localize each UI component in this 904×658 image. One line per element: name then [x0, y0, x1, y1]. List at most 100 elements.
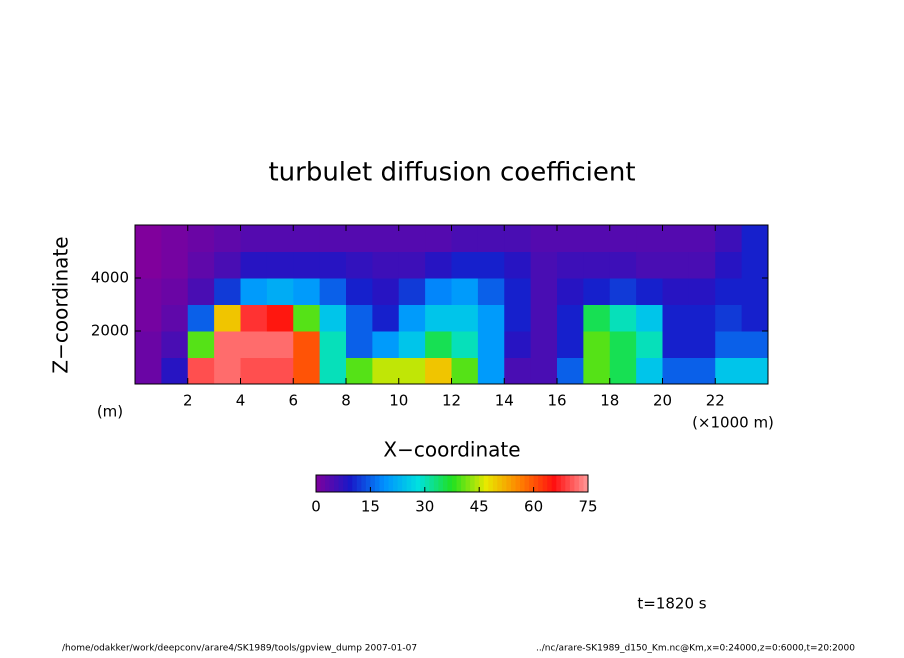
heat-cell	[662, 304, 690, 332]
chart-title: turbulet diffusion coefficient	[268, 158, 635, 188]
x-axis-label: X−coordinate	[383, 438, 520, 462]
colorbar-band	[343, 475, 349, 492]
heat-cell	[319, 331, 347, 358]
colorbar-band	[365, 475, 371, 492]
heat-cell	[715, 225, 743, 252]
colorbar-band	[442, 475, 448, 492]
heat-cell	[530, 357, 558, 385]
heat-cell	[266, 357, 294, 385]
heat-cell	[715, 304, 743, 332]
heat-cell	[477, 357, 505, 385]
heat-cell	[715, 251, 743, 279]
heat-cell	[319, 225, 347, 252]
colorbar-band	[420, 475, 426, 492]
x-tick-label: 2	[183, 392, 193, 410]
heat-cell	[266, 225, 294, 252]
heat-cell	[187, 357, 215, 385]
colorbar-frame	[315, 474, 589, 493]
heat-cell	[425, 357, 452, 385]
colorbar-tick-label: 15	[361, 498, 380, 516]
colorbar-band	[461, 475, 467, 492]
x-tick-label: 8	[341, 392, 351, 410]
heat-cell	[266, 304, 294, 332]
colorbar-tick-label: 0	[311, 498, 321, 516]
heat-cell	[372, 251, 400, 279]
heat-cell	[530, 251, 558, 279]
heat-cell	[187, 278, 215, 305]
x-tick-label: 18	[600, 392, 619, 410]
y-unit: (m)	[97, 403, 123, 421]
heat-cell	[504, 251, 532, 279]
colorbar-band	[325, 475, 331, 492]
heat-cell	[504, 304, 532, 332]
heat-cell	[135, 278, 162, 305]
heat-cell	[636, 304, 663, 332]
heat-cell	[372, 331, 400, 358]
heat-cell	[135, 251, 162, 279]
heat-cell	[688, 331, 716, 358]
heat-cell	[741, 304, 769, 332]
heat-cell	[346, 331, 373, 358]
heat-cell	[504, 331, 532, 358]
x-unit: (×1000 m)	[692, 414, 774, 432]
heat-cell	[425, 278, 452, 305]
x-tick-label: 12	[442, 392, 461, 410]
colorbar-band	[515, 475, 521, 492]
heat-cell	[240, 357, 268, 385]
colorbar-band	[524, 475, 530, 492]
heat-cell	[583, 225, 611, 252]
colorbar-band	[556, 475, 562, 492]
heat-cell	[398, 251, 426, 279]
heat-cell	[715, 278, 743, 305]
heat-cell	[477, 278, 505, 305]
colorbar-band	[393, 475, 399, 492]
heat-cell	[372, 304, 400, 332]
heat-cell	[688, 225, 716, 252]
heat-cell	[530, 304, 558, 332]
y-tick-label: 2000	[91, 322, 129, 340]
colorbar-band	[529, 475, 535, 492]
heat-cell	[477, 331, 505, 358]
colorbar-band	[379, 475, 385, 492]
heat-cell	[583, 304, 611, 332]
heat-cell	[214, 331, 241, 358]
heat-cell	[293, 225, 321, 252]
heat-cell	[266, 278, 294, 305]
heat-cell	[477, 304, 505, 332]
colorbar-band	[320, 475, 326, 492]
heat-cell	[346, 225, 373, 252]
heat-cell	[530, 225, 558, 252]
x-tick-label: 6	[288, 392, 298, 410]
colorbar-band	[384, 475, 390, 492]
heat-cell	[398, 357, 426, 385]
colorbar-band	[316, 475, 322, 492]
heat-cell	[741, 331, 769, 358]
heat-cell	[372, 278, 400, 305]
heat-cell	[240, 331, 268, 358]
heat-cell	[662, 278, 690, 305]
heat-cell	[240, 278, 268, 305]
y-tick-label: 4000	[91, 269, 129, 287]
colorbar-band	[352, 475, 358, 492]
heat-cell	[688, 251, 716, 279]
heat-cell	[504, 357, 532, 385]
x-tick-label: 10	[389, 392, 408, 410]
x-tick-label: 22	[706, 392, 725, 410]
heat-cell	[477, 225, 505, 252]
heat-cell	[609, 278, 637, 305]
colorbar-band	[361, 475, 367, 492]
heat-cell	[451, 304, 479, 332]
colorbar-band	[560, 475, 566, 492]
heat-cell	[609, 331, 637, 358]
heat-cell	[636, 225, 663, 252]
colorbar-band	[433, 475, 439, 492]
colorbar-band	[465, 475, 471, 492]
heat-cell	[741, 251, 769, 279]
heat-cell	[293, 357, 321, 385]
heat-cell	[741, 357, 769, 385]
heat-cell	[583, 278, 611, 305]
heat-cell	[372, 357, 400, 385]
colorbar-band	[565, 475, 571, 492]
heat-cell	[293, 251, 321, 279]
heat-cell	[293, 304, 321, 332]
